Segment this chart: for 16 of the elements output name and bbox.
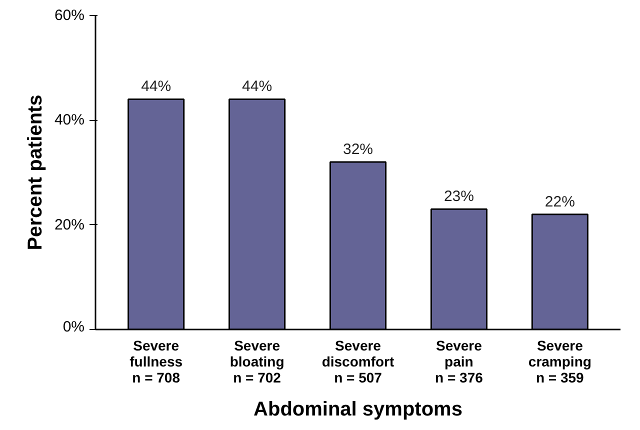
y-axis-title: Percent patients xyxy=(24,94,46,250)
y-tick-label: 60% xyxy=(54,7,85,24)
data-label: 23% xyxy=(444,188,474,206)
x-tick-label: Severe fullness n = 708 xyxy=(130,338,183,386)
data-label: 22% xyxy=(544,193,575,210)
y-tick-label: 0% xyxy=(62,318,85,336)
x-tick-label: Severe pain n = 376 xyxy=(435,338,484,386)
x-tick-label: Severe cramping n = 359 xyxy=(528,338,592,386)
data-label: 32% xyxy=(342,141,374,158)
y-tick-label: 40% xyxy=(54,112,85,129)
data-label: 44% xyxy=(242,78,272,96)
data-label: 44% xyxy=(141,78,172,96)
x-tick-label: Severe bloating n = 702 xyxy=(230,338,284,386)
y-tick-label: 20% xyxy=(54,216,85,234)
x-tick-label: Severe discomfort n = 507 xyxy=(322,338,395,386)
x-axis-title: Abdominal symptoms xyxy=(254,398,462,420)
